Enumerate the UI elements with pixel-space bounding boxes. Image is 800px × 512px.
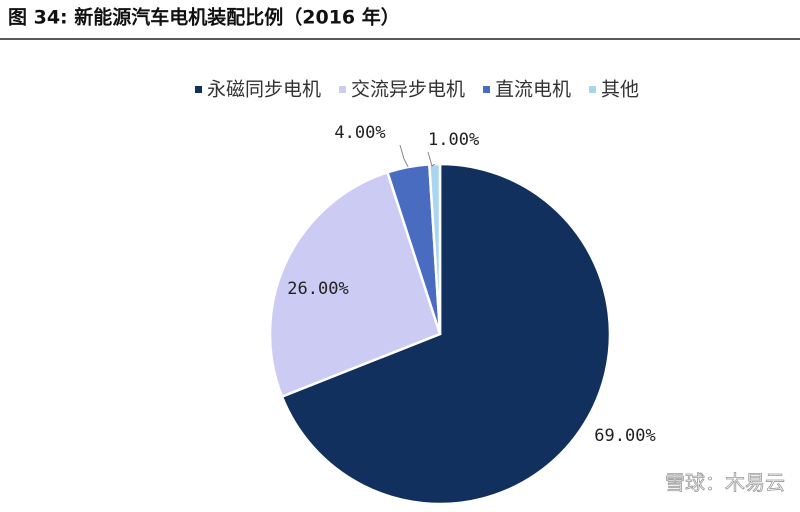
legend-swatch (589, 86, 597, 93)
legend-swatch (339, 86, 347, 93)
pie-slice (268, 170, 442, 399)
chart-title: 图 34: 新能源汽车电机装配比例（2016 年） (8, 6, 400, 29)
data-label: 69.00% (594, 426, 655, 446)
legend-label: 永磁同步电机 (207, 79, 321, 101)
leader-line (399, 144, 409, 168)
pie-slice (280, 162, 612, 506)
legend-label: 直流电机 (495, 79, 571, 101)
data-label: 4.00% (334, 123, 385, 143)
legend-label: 交流异步电机 (351, 79, 465, 101)
data-label: 1.00% (428, 130, 479, 150)
leader-line (427, 151, 435, 167)
pie-slice (427, 162, 442, 335)
data-label: 26.00% (287, 279, 348, 299)
legend-swatch (195, 86, 202, 93)
legend-label: 其他 (601, 79, 639, 101)
watermark: 雪球：木易云 (665, 471, 785, 495)
legend-swatch (483, 86, 491, 93)
